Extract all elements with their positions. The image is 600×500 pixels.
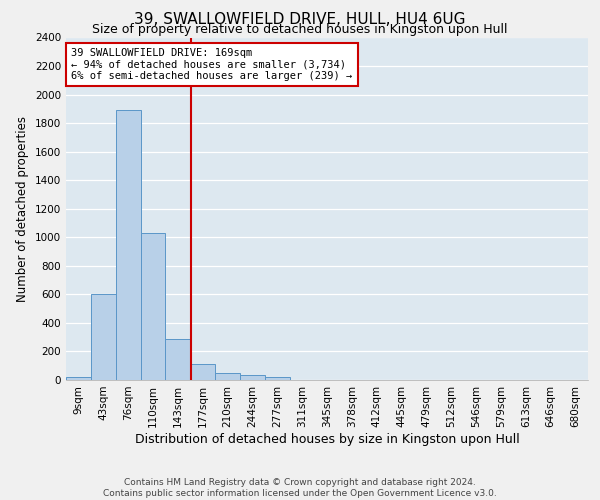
Bar (91, 294, 116, 380)
X-axis label: Distribution of detached houses by size in Kingston upon Hull: Distribution of detached houses by size … (134, 432, 520, 446)
Bar (116, 110, 140, 380)
Bar (265, 378, 290, 380)
Text: Size of property relative to detached houses in Kingston upon Hull: Size of property relative to detached ho… (92, 22, 508, 36)
Y-axis label: Number of detached properties: Number of detached properties (16, 116, 29, 302)
Text: 39, SWALLOWFIELD DRIVE, HULL, HU4 6UG: 39, SWALLOWFIELD DRIVE, HULL, HU4 6UG (134, 12, 466, 28)
Bar (140, 233, 166, 380)
Bar (240, 376, 265, 380)
Bar (66, 377, 91, 380)
Bar (215, 373, 240, 380)
Bar (190, 364, 215, 380)
Text: 39 SWALLOWFIELD DRIVE: 169sqm
← 94% of detached houses are smaller (3,734)
6% of: 39 SWALLOWFIELD DRIVE: 169sqm ← 94% of d… (71, 48, 352, 81)
Text: Contains HM Land Registry data © Crown copyright and database right 2024.
Contai: Contains HM Land Registry data © Crown c… (103, 478, 497, 498)
Bar (166, 338, 190, 380)
